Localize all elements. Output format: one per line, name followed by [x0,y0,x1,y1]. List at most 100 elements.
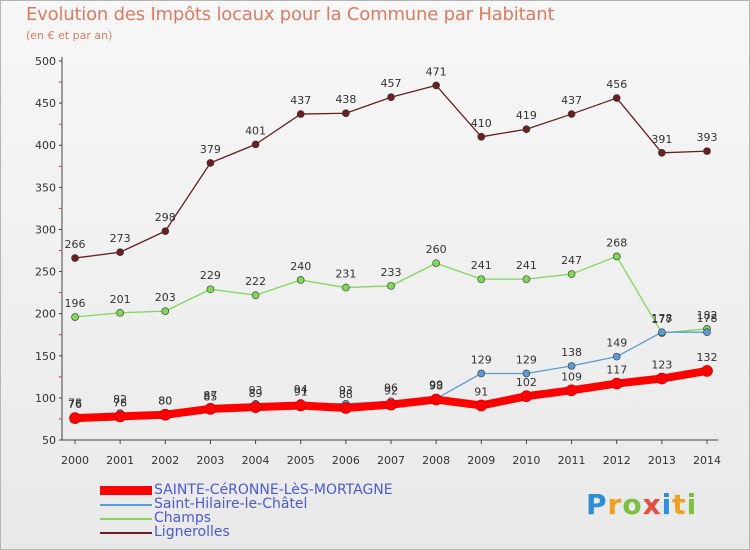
data-point-3 [612,94,621,102]
data-label-0: 117 [606,364,627,377]
data-label-1: 178 [697,312,718,325]
data-point-2 [387,282,395,290]
data-label-2: 177 [651,313,672,326]
x-tick-label: 2010 [512,454,540,467]
data-label-0: 87 [203,389,217,402]
x-tick-label: 2000 [61,454,89,467]
data-point-3 [387,93,395,102]
data-label-1: 178 [651,312,672,325]
data-label-2: 201 [110,293,131,306]
data-label-1: 93 [339,384,353,397]
data-label-1: 149 [606,337,627,350]
data-label-3: 471 [426,65,447,78]
legend-swatch-saint-hilaire [100,504,152,506]
data-label-3: 401 [245,124,266,137]
data-point-2 [567,270,576,278]
data-label-2: 203 [155,291,176,304]
y-tick-label: 100 [35,392,56,405]
data-point-3 [567,110,576,118]
data-point-3 [206,159,215,167]
data-point-0 [520,390,533,403]
data-point-2 [206,285,215,294]
data-point-2 [71,313,79,321]
data-point-3 [71,254,79,262]
data-label-3: 456 [606,78,627,91]
data-label-0: 123 [651,359,672,372]
x-tick-label: 2011 [558,454,586,467]
data-point-3 [658,149,666,157]
chart-subtitle: (en € et par an) [26,29,113,42]
data-label-1: 82 [113,393,127,406]
x-tick-label: 2012 [603,454,631,467]
data-label-3: 379 [200,143,221,156]
data-label-1: 96 [384,381,398,394]
logo-letter: i [686,488,698,521]
legend-label-champs: Champs [154,510,212,526]
data-label-0: 92 [384,385,398,398]
x-tick-label: 2006 [332,454,360,467]
data-label-3: 273 [110,232,131,245]
data-label-1: 93 [249,384,263,397]
x-tick-label: 2005 [287,454,315,467]
legend-label-saint-hilaire: Saint-Hilaire-le-Châtel [154,496,308,512]
data-label-3: 457 [381,77,402,90]
data-label-0: 132 [697,351,718,364]
y-tick-label: 300 [35,223,56,236]
data-label-3: 393 [697,131,718,144]
legend-swatch-champs [100,518,152,520]
data-point-3 [522,125,531,134]
data-point-0 [159,408,172,421]
data-point-3 [161,227,170,235]
logo-letter: i [661,488,673,521]
data-point-2 [612,252,621,261]
logo-letter: P [586,488,608,521]
y-tick-label: 500 [35,55,56,68]
data-label-0: 80 [158,395,172,408]
legend-swatch-sainte-ceronne [100,486,152,495]
data-label-0: 98 [429,380,443,393]
data-label-1: 94 [294,383,308,396]
data-label-2: 196 [65,297,86,310]
data-label-3: 438 [335,93,356,106]
data-label-2: 222 [245,275,266,288]
data-point-3 [296,110,305,118]
data-point-1 [477,369,486,378]
x-tick-label: 2008 [422,454,450,467]
data-label-3: 419 [516,109,537,122]
data-point-3 [432,81,440,90]
data-point-0 [340,402,352,414]
data-point-2 [477,275,486,283]
data-point-2 [296,276,305,284]
data-point-1 [522,369,531,378]
y-tick-label: 400 [35,139,56,152]
x-tick-label: 2007 [377,454,405,467]
data-label-3: 437 [561,94,582,107]
data-label-1: 85 [203,391,217,404]
proxiti-logo: Proxiti [586,488,697,521]
data-point-0 [475,399,488,412]
data-label-1: 78 [68,396,82,409]
data-point-2 [522,275,531,283]
data-label-0: 109 [561,370,582,383]
legend-swatch-lignerolles [100,532,152,534]
data-point-0 [430,393,442,406]
data-point-0 [69,412,81,424]
logo-letter: o [622,488,643,521]
x-tick-label: 2003 [196,454,224,467]
data-point-3 [703,147,711,155]
data-label-1: 99 [429,379,443,392]
chart-title: Evolution des Impôts locaux pour la Comm… [26,4,555,25]
data-point-0 [565,384,578,397]
data-label-0: 91 [474,385,488,398]
data-point-3 [251,140,260,149]
data-point-0 [656,372,668,385]
x-tick-label: 2004 [242,454,270,467]
data-point-0 [610,377,623,390]
data-point-3 [342,109,350,118]
logo-letter: t [672,488,687,521]
data-point-1 [612,352,621,361]
data-point-0 [294,399,307,412]
y-tick-label: 200 [35,308,56,321]
x-tick-label: 2009 [467,454,495,467]
